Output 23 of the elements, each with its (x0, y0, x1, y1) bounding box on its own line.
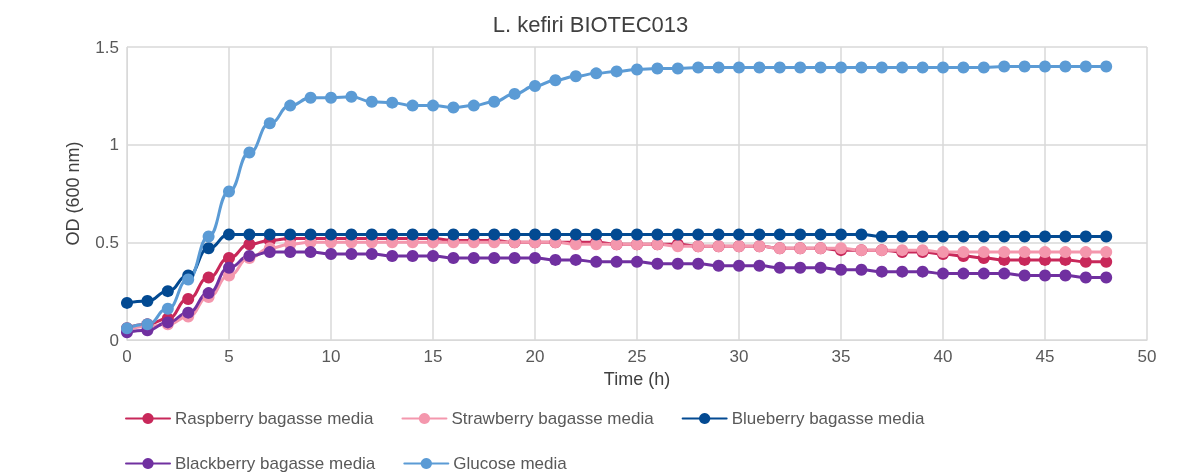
y-tick-label: 1.5 (95, 37, 119, 57)
x-tick-label: 0 (122, 347, 132, 366)
y-tick-label: 0 (109, 330, 119, 350)
x-tick-label: 45 (1035, 347, 1055, 366)
x-tick-label: 25 (627, 347, 647, 366)
legend-label: Blackberry bagasse media (175, 454, 376, 473)
x-tick-label: 15 (423, 347, 443, 366)
y-tick-label: 0.5 (95, 232, 119, 252)
legend-label: Blueberry bagasse media (731, 409, 925, 428)
x-tick-label: 40 (933, 347, 953, 366)
x-tick-label: 50 (1137, 347, 1157, 366)
legend-label: Strawberry bagasse media (451, 409, 655, 428)
x-tick-label: 35 (831, 347, 851, 366)
x-axis-title: Time (h) (603, 368, 671, 389)
x-tick-label: 30 (729, 347, 749, 366)
y-axis-title: OD (600 nm) (63, 141, 83, 246)
chart-title: L. kefiri BIOTEC013 (492, 11, 689, 37)
x-tick-label: 10 (321, 347, 341, 366)
x-tick-label: 20 (525, 347, 545, 366)
legend-label: Raspberry bagasse media (175, 409, 374, 428)
y-tick-label: 1 (109, 135, 119, 155)
x-tick-label: 5 (224, 347, 234, 366)
legend-label: Glucose media (453, 454, 568, 473)
